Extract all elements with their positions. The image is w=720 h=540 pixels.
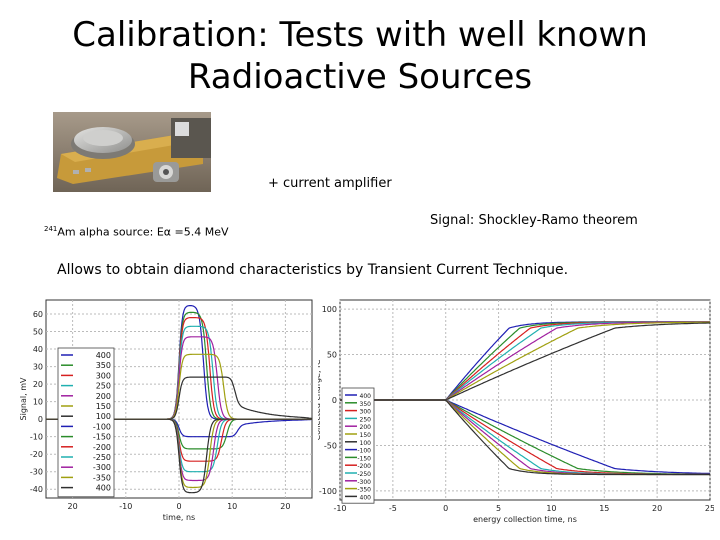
signal-vs-time-chart: 20 -10 0 10 20-40-30-20-100102030405060time,…: [19, 299, 313, 522]
y-tick-label: 50: [33, 328, 43, 337]
x-axis-label: energy collection time, ns: [473, 515, 577, 524]
legend: 400350300250200150100-100-150-200-250-30…: [341, 387, 375, 504]
y-tick-label: -50: [324, 441, 337, 450]
legend-label: 150: [360, 432, 372, 439]
x-tick-label: -5: [389, 504, 397, 513]
x-tick-label: 20: [68, 502, 78, 511]
legend-label: -200: [93, 443, 111, 452]
legend-label: -350: [93, 473, 111, 482]
legend-label: 200: [96, 392, 111, 401]
legend-label: -300: [357, 479, 371, 486]
x-tick-label: 20: [652, 504, 662, 513]
legend-label: 350: [96, 361, 111, 370]
legend-label: 400: [360, 393, 372, 400]
amplifier-caption: + current amplifier: [268, 176, 392, 191]
x-tick-label: 5: [496, 504, 501, 513]
tct-description: Allows to obtain diamond characteristics…: [57, 262, 569, 278]
y-tick-label: -30: [30, 468, 43, 477]
legend-label: 100: [360, 440, 372, 447]
y-tick-label: -40: [30, 485, 43, 494]
y-tick-label: 0: [38, 415, 43, 424]
legend-label: 200: [360, 424, 372, 431]
legend-label: 350: [360, 401, 372, 408]
legend-label: 250: [96, 382, 111, 391]
y-axis-label: Signal, mV: [19, 377, 28, 420]
legend-label: 300: [96, 371, 111, 380]
legend: 400350300250200150100-100-150-200-250-30…: [57, 347, 115, 498]
legend-label: -150: [93, 433, 111, 442]
y-tick-label: 0: [332, 396, 337, 405]
legend-label: -100: [93, 422, 111, 431]
x-tick-label: -10: [333, 504, 346, 513]
x-axis-label: time, ns: [163, 513, 195, 522]
y-tick-label: 100: [322, 305, 337, 314]
y-tick-label: 30: [33, 363, 43, 372]
x-tick-label: 20: [280, 502, 290, 511]
title-line-2: Radioactive Sources: [187, 57, 533, 97]
x-tick-label: 10: [227, 502, 237, 511]
alpha-source-text: Am alpha source: Eα =5.4 MeV: [57, 225, 229, 239]
legend-label: -250: [93, 453, 111, 462]
legend-box: [57, 347, 115, 498]
legend-label: -250: [357, 471, 371, 478]
y-tick-label: 50: [327, 351, 337, 360]
x-tick-label: 10: [546, 504, 556, 513]
series-line-400: [340, 399, 710, 476]
y-tick-label: 60: [33, 310, 43, 319]
y-tick-label: -10: [30, 433, 43, 442]
y-tick-label: 10: [33, 398, 43, 407]
detector-board-image: [53, 112, 211, 192]
legend-label: 400: [96, 484, 111, 493]
legend-label: -100: [357, 448, 371, 455]
title-line-1: Calibration: Tests with well known: [72, 15, 648, 55]
legend-label: 250: [360, 416, 372, 423]
legend-label: 400: [96, 351, 111, 360]
legend-label: 400: [360, 494, 372, 501]
x-tick-label: -10: [119, 502, 132, 511]
x-tick-label: 15: [599, 504, 609, 513]
legend-label: -200: [357, 463, 371, 470]
legend-label: -300: [93, 463, 111, 472]
detector-photo: [53, 112, 211, 192]
x-tick-label: 0: [176, 502, 181, 511]
isotope-mass-number: 241: [44, 225, 58, 233]
legend-label: 150: [96, 402, 111, 411]
alpha-source-label: 241Am alpha source: Eα =5.4 MeV: [44, 225, 229, 239]
legend-label: -350: [357, 487, 371, 494]
slide-title: Calibration: Tests with well known Radio…: [0, 14, 720, 98]
signal-theorem-label: Signal: Shockley-Ramo theorem: [430, 213, 638, 228]
x-tick-label: 25: [705, 504, 714, 513]
y-tick-label: -20: [30, 450, 43, 459]
legend-box: [341, 387, 375, 504]
y-tick-label: 20: [33, 380, 43, 389]
x-tick-label: 0: [443, 504, 448, 513]
legend-label: 300: [360, 409, 372, 416]
y-tick-label: -100: [319, 487, 337, 496]
y-axis-label: Collected charge, fC: [318, 359, 322, 440]
y-tick-label: 40: [33, 345, 43, 354]
legend-label: 100: [96, 412, 111, 421]
legend-label: -150: [357, 455, 371, 462]
